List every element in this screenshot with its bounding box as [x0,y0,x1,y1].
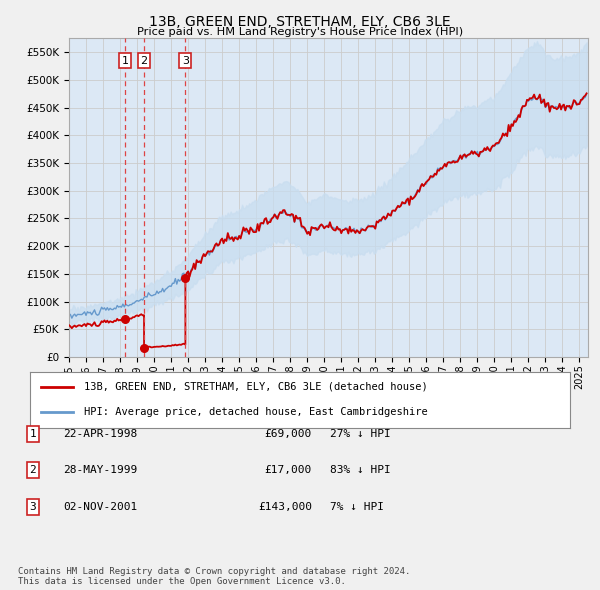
Text: £69,000: £69,000 [265,429,312,438]
Text: 13B, GREEN END, STRETHAM, ELY, CB6 3LE: 13B, GREEN END, STRETHAM, ELY, CB6 3LE [149,15,451,29]
Text: 13B, GREEN END, STRETHAM, ELY, CB6 3LE (detached house): 13B, GREEN END, STRETHAM, ELY, CB6 3LE (… [84,382,428,392]
Text: 2: 2 [140,55,148,65]
Text: Contains HM Land Registry data © Crown copyright and database right 2024.: Contains HM Land Registry data © Crown c… [18,567,410,576]
Text: 3: 3 [29,502,37,512]
Text: 2: 2 [29,466,37,475]
Text: £143,000: £143,000 [258,502,312,512]
Text: Price paid vs. HM Land Registry's House Price Index (HPI): Price paid vs. HM Land Registry's House … [137,27,463,37]
Text: £17,000: £17,000 [265,466,312,475]
Text: 7% ↓ HPI: 7% ↓ HPI [330,502,384,512]
Text: 02-NOV-2001: 02-NOV-2001 [63,502,137,512]
Text: This data is licensed under the Open Government Licence v3.0.: This data is licensed under the Open Gov… [18,577,346,586]
Text: 1: 1 [29,429,37,438]
Text: HPI: Average price, detached house, East Cambridgeshire: HPI: Average price, detached house, East… [84,407,428,417]
Text: 28-MAY-1999: 28-MAY-1999 [63,466,137,475]
Text: 83% ↓ HPI: 83% ↓ HPI [330,466,391,475]
Text: 22-APR-1998: 22-APR-1998 [63,429,137,438]
Text: 1: 1 [122,55,129,65]
Text: 3: 3 [182,55,189,65]
Text: 27% ↓ HPI: 27% ↓ HPI [330,429,391,438]
